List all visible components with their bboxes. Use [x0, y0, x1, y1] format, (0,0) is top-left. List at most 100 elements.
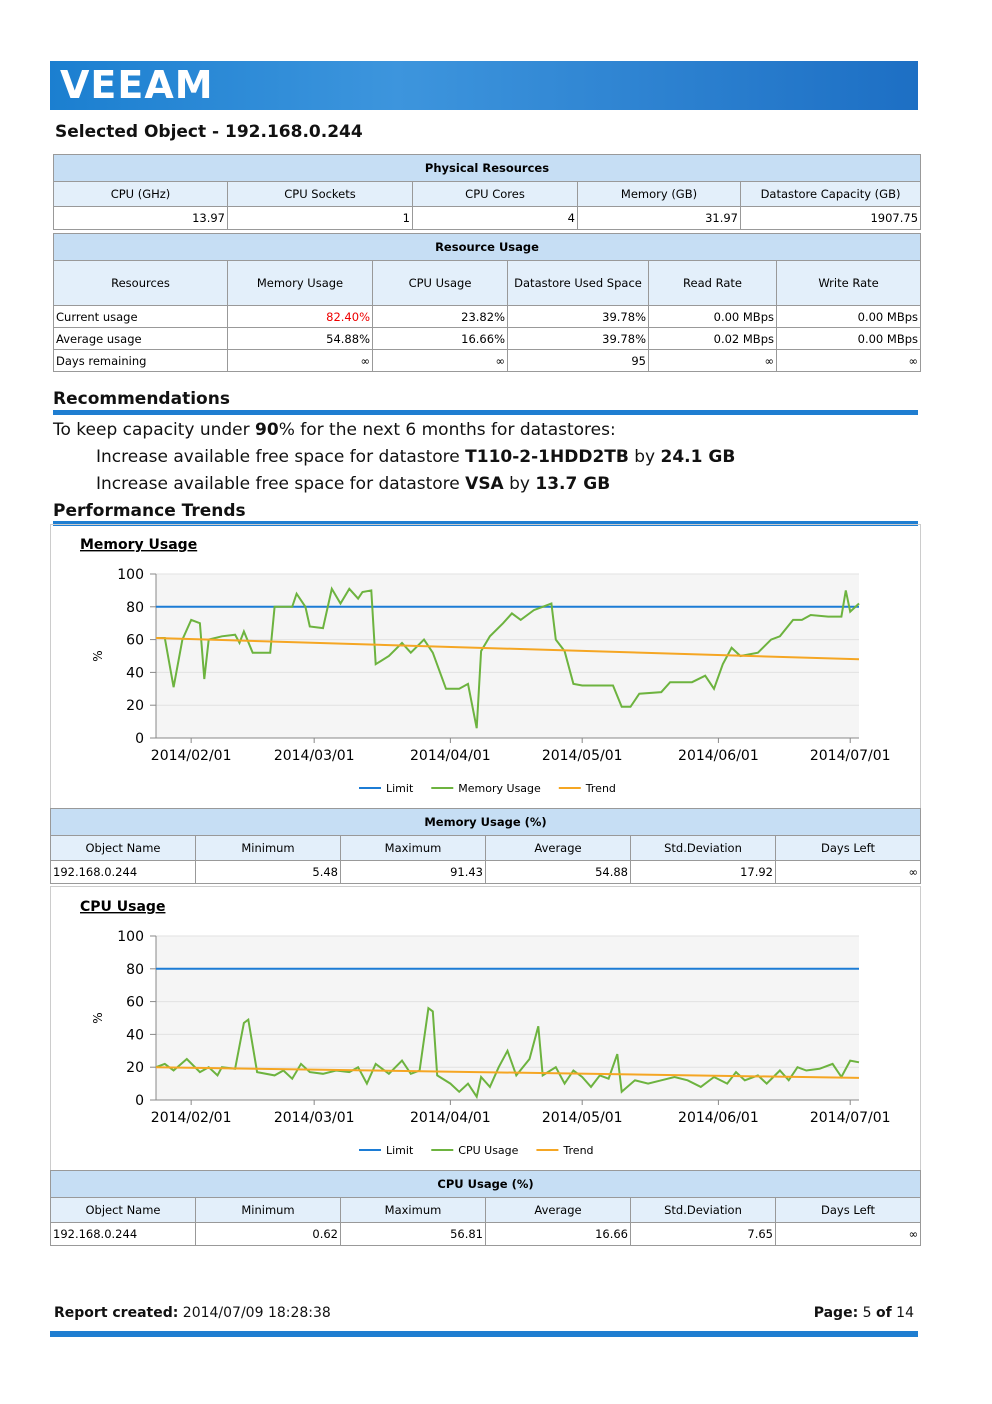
x-tick-label: 2014/06/01	[678, 748, 759, 764]
cell: 0.00 MBps	[775, 305, 922, 328]
row: Days remaining ∞ ∞ 95 ∞ ∞	[53, 349, 922, 372]
cell: 0.62	[195, 1222, 341, 1246]
cell: 16.66%	[372, 327, 508, 350]
footer-created: Report created: 2014/07/09 18:28:38	[54, 1305, 331, 1321]
cell: 54.88	[485, 860, 631, 884]
y-tick-label: 100	[117, 567, 144, 583]
header-cell: Object Name	[50, 835, 196, 861]
x-tick-label: 2014/03/01	[274, 748, 355, 764]
title-row: Resource Usage	[52, 233, 922, 261]
footer-page: Page: 5 of 14	[814, 1305, 914, 1321]
legend-label: Limit	[386, 782, 414, 795]
cell: 82.40%	[227, 305, 373, 328]
series-line	[155, 637, 860, 661]
header-cell: Days Left	[775, 835, 921, 861]
table-title: Resource Usage	[52, 233, 922, 261]
text: To keep capacity under	[53, 420, 250, 440]
section-bar	[53, 410, 918, 415]
cell: 4	[412, 206, 578, 230]
cell: 16.66	[485, 1222, 631, 1246]
y-tick-label: 0	[135, 1093, 144, 1109]
x-tick-label: 2014/05/01	[542, 748, 623, 764]
header-cell: CPU Sockets	[227, 181, 413, 207]
header-cell: Object Name	[50, 1197, 196, 1223]
x-tick-label: 2014/04/01	[410, 1110, 491, 1126]
row: Average usage 54.88% 16.66% 39.78% 0.02 MBps…	[53, 327, 922, 350]
cell: 39.78%	[507, 327, 649, 350]
title-row: CPU Usage (%)	[49, 1170, 922, 1198]
chart: Memory Usage 0 20 40 60 80 100 2014/02/01 2014/0…	[80, 537, 891, 795]
series-line	[155, 1066, 860, 1079]
header-cell: Std.Deviation	[630, 835, 776, 861]
cell: Average usage	[53, 327, 228, 350]
table-title: Physical Resources	[52, 154, 922, 182]
y-tick-label: 100	[117, 929, 144, 945]
rec-item: Increase available free space for datast…	[96, 447, 735, 467]
title-row: Physical Resources	[52, 154, 922, 182]
section-bar	[53, 521, 918, 526]
text: Increase available free space for datast…	[96, 474, 460, 494]
header-cell: CPU Usage	[372, 260, 508, 306]
x-tick-label: 2014/05/01	[542, 1110, 623, 1126]
header-cell: Std.Deviation	[630, 1197, 776, 1223]
rec-intro: To keep capacity under 90% for the next …	[53, 420, 616, 440]
header-cell: Days Left	[774, 1197, 922, 1223]
cell: 39.78%	[507, 305, 649, 328]
x-tick-label: 2014/02/01	[151, 1110, 232, 1126]
text: 90	[255, 420, 279, 440]
section-heading: Performance Trends	[53, 501, 246, 521]
text: Increase available free space for datast…	[96, 447, 460, 467]
cell: 17.92	[630, 860, 776, 884]
cell: 7.65	[630, 1222, 776, 1246]
text: VSA	[465, 474, 504, 494]
header-row: Resources Memory Usage CPU Usage Datastore …	[53, 260, 922, 306]
header-cell: Memory (GB)	[577, 181, 741, 207]
y-tick-label: 20	[126, 698, 144, 714]
header-cell: Memory Usage	[227, 260, 373, 306]
legend-label: Trend	[562, 1144, 593, 1157]
chart-box: CPU Usage 0 20 40 60 80 100 2014/02/01 2014/03/0…	[50, 886, 921, 1171]
x-tick-label: 2014/03/01	[274, 1110, 355, 1126]
cell: 95	[507, 349, 649, 372]
chart-title: CPU Usage	[80, 899, 165, 915]
legend-label: Memory Usage	[458, 782, 541, 795]
cell: 54.88%	[227, 327, 373, 350]
y-tick-label: 0	[135, 731, 144, 747]
row: 192.168.0.244 0.62 56.81 16.66 7.65 ∞	[50, 1222, 922, 1246]
logo: VEEAM	[60, 63, 214, 107]
chart-box: Memory Usage 0 20 40 60 80 100 2014/02/01 2014/0…	[50, 524, 921, 809]
y-axis-label: %	[91, 650, 105, 661]
row: 13.97 1 4 31.97 1907.75	[53, 206, 922, 230]
cell: 192.168.0.244	[50, 860, 196, 884]
page-title: Selected Object - 192.168.0.244	[55, 122, 363, 142]
cell: 1907.75	[739, 206, 922, 230]
cell: ∞	[648, 349, 777, 372]
chart-title: Memory Usage	[80, 537, 197, 553]
label: of	[876, 1305, 892, 1321]
text: 2014/07/09 18:28:38	[182, 1305, 331, 1321]
text: 13.7 GB	[535, 474, 611, 494]
y-tick-label: 40	[126, 1027, 144, 1043]
cell: ∞	[774, 1222, 922, 1246]
text: 14	[896, 1305, 914, 1321]
cell: 91.43	[340, 860, 486, 884]
header-cell: Datastore Capacity (GB)	[739, 181, 922, 207]
cell: 0.00 MBps	[648, 305, 777, 328]
text: by	[634, 447, 656, 467]
header-cell: Average	[485, 1197, 631, 1223]
x-tick-label: 2014/07/01	[810, 1110, 891, 1126]
header-cell: Read Rate	[648, 260, 777, 306]
text: T110-2-1HDD2TB	[465, 447, 629, 467]
cell: 1	[227, 206, 413, 230]
title-row: Memory Usage (%)	[50, 808, 921, 836]
cell: 23.82%	[372, 305, 508, 328]
memory-table: Memory Usage (%) Object Name Minimum Maximu…	[50, 808, 921, 884]
header-cell: Minimum	[195, 1197, 341, 1223]
text: % for the next 6 months for datastores:	[278, 420, 616, 440]
cell: 192.168.0.244	[50, 1222, 196, 1246]
cell: 13.97	[53, 206, 228, 230]
cell: 0.02 MBps	[648, 327, 777, 350]
header-cell: Maximum	[340, 1197, 486, 1223]
text: 24.1 GB	[660, 447, 736, 467]
cell: ∞	[775, 349, 922, 372]
